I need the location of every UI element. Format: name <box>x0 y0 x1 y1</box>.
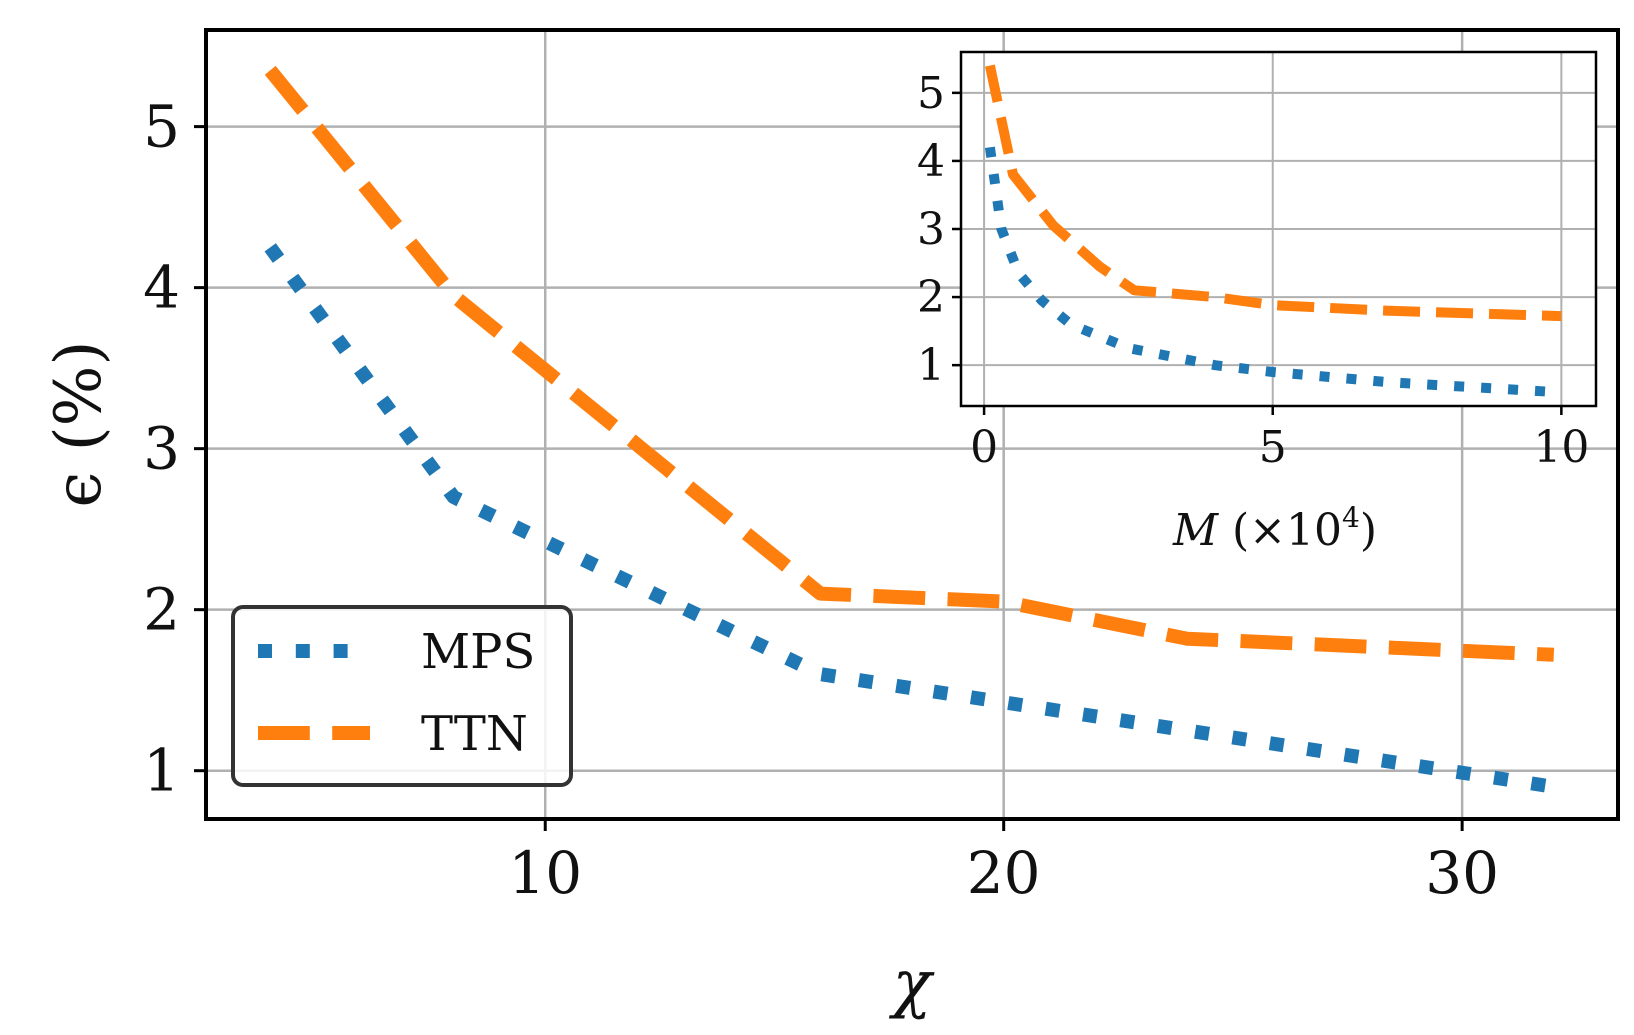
main-series-ttn-line <box>264 65 1555 662</box>
main-x-tick-label: 10 <box>508 839 582 907</box>
inset-y-tick-label: 3 <box>917 204 945 255</box>
inset-x-label-unit: (×10 <box>1218 505 1342 556</box>
main-y-tick-label: 2 <box>143 576 180 644</box>
legend-box <box>231 605 573 787</box>
legend-label-ttn: TTN <box>421 706 528 762</box>
inset-x-tick-label: 0 <box>970 422 998 473</box>
inset-x-tick-label: 10 <box>1533 422 1589 473</box>
main-x-tick-label: 20 <box>967 839 1041 907</box>
main-x-axis-label: χ <box>889 947 935 1021</box>
inset-axis-ticks: 0 5 10 1 2 3 4 5 <box>917 68 1589 473</box>
main-y-tick-label: 3 <box>143 415 180 483</box>
main-y-tick-label: 4 <box>143 254 180 322</box>
inset-y-tick-label: 4 <box>917 136 945 187</box>
inset-x-label-exponent: 4 <box>1342 501 1360 534</box>
main-series-mps-line <box>264 243 1555 794</box>
main-series-lines <box>264 65 1555 794</box>
main-y-axis-label: ϵ (%) <box>42 341 116 508</box>
legend: MPS TTN <box>231 605 573 787</box>
main-y-tick-label: 5 <box>143 93 180 161</box>
inset-y-tick-label: 1 <box>917 340 945 391</box>
inset-x-label-variable: M <box>1172 505 1219 556</box>
inset-x-label-close: ) <box>1360 505 1377 556</box>
main-y-tick-label: 1 <box>143 737 180 805</box>
inset-y-tick-label: 2 <box>917 272 945 323</box>
inset-x-tick-label: 5 <box>1259 422 1287 473</box>
main-plot-frame <box>204 28 1620 821</box>
inset-grid <box>961 52 1596 406</box>
inset-y-tick-label: 5 <box>917 68 945 119</box>
inset-series-lines <box>984 64 1562 398</box>
legend-label-mps: MPS <box>421 624 535 680</box>
inset-x-axis-label: M (×104) <box>1172 501 1377 556</box>
main-x-tick-label: 30 <box>1425 839 1499 907</box>
